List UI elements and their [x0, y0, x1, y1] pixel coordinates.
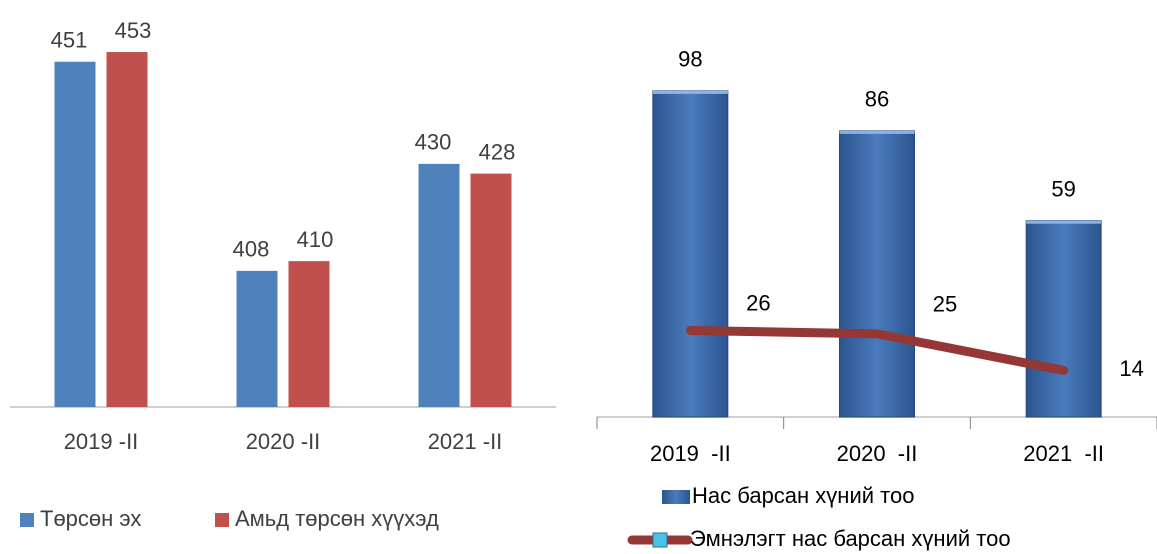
x-tick-label: 2021 -II [1023, 441, 1104, 466]
x-tick-label: 2019 -II [650, 441, 731, 466]
data-label: 98 [678, 47, 702, 72]
data-label: 59 [1051, 177, 1075, 202]
legend-swatch [215, 513, 229, 527]
x-tick-label: 2020 -II [246, 429, 321, 454]
x-tick-label: 2019 -II [64, 429, 139, 454]
legend-swatch [20, 513, 34, 527]
bar [288, 261, 330, 407]
bar [418, 163, 460, 407]
bar [54, 61, 96, 407]
bar [470, 173, 512, 407]
legend-swatch [662, 490, 690, 504]
x-tick-label: 2020 -II [837, 441, 918, 466]
bar-top [1026, 220, 1102, 224]
bar [1025, 220, 1102, 418]
data-label: 25 [933, 292, 957, 317]
data-label: 26 [746, 290, 770, 315]
data-label: 86 [865, 87, 889, 112]
bar [839, 130, 915, 418]
legend-label: Нас барсан хүний тоо [692, 483, 914, 508]
legend-label: Эмнэлэгт нас барсан хүний тоо [690, 526, 1011, 551]
line [685, 325, 1069, 375]
bar [652, 90, 729, 418]
x-tick-label: 2021 -II [428, 429, 503, 454]
bar-top [652, 90, 728, 94]
data-label: 14 [1119, 356, 1143, 381]
data-label: 428 [479, 139, 516, 164]
data-label: 451 [51, 28, 88, 53]
bar [106, 52, 148, 407]
data-label: 410 [297, 227, 334, 252]
legend-label: Амьд төрсөн хүүхэд [235, 506, 439, 531]
data-label: 430 [415, 130, 452, 155]
bar [236, 270, 278, 407]
bar-top [839, 130, 915, 134]
legend-label: Төрсөн эх [40, 506, 141, 531]
data-label: 453 [115, 18, 152, 43]
legend-marker [652, 532, 668, 548]
data-label: 408 [233, 237, 270, 262]
